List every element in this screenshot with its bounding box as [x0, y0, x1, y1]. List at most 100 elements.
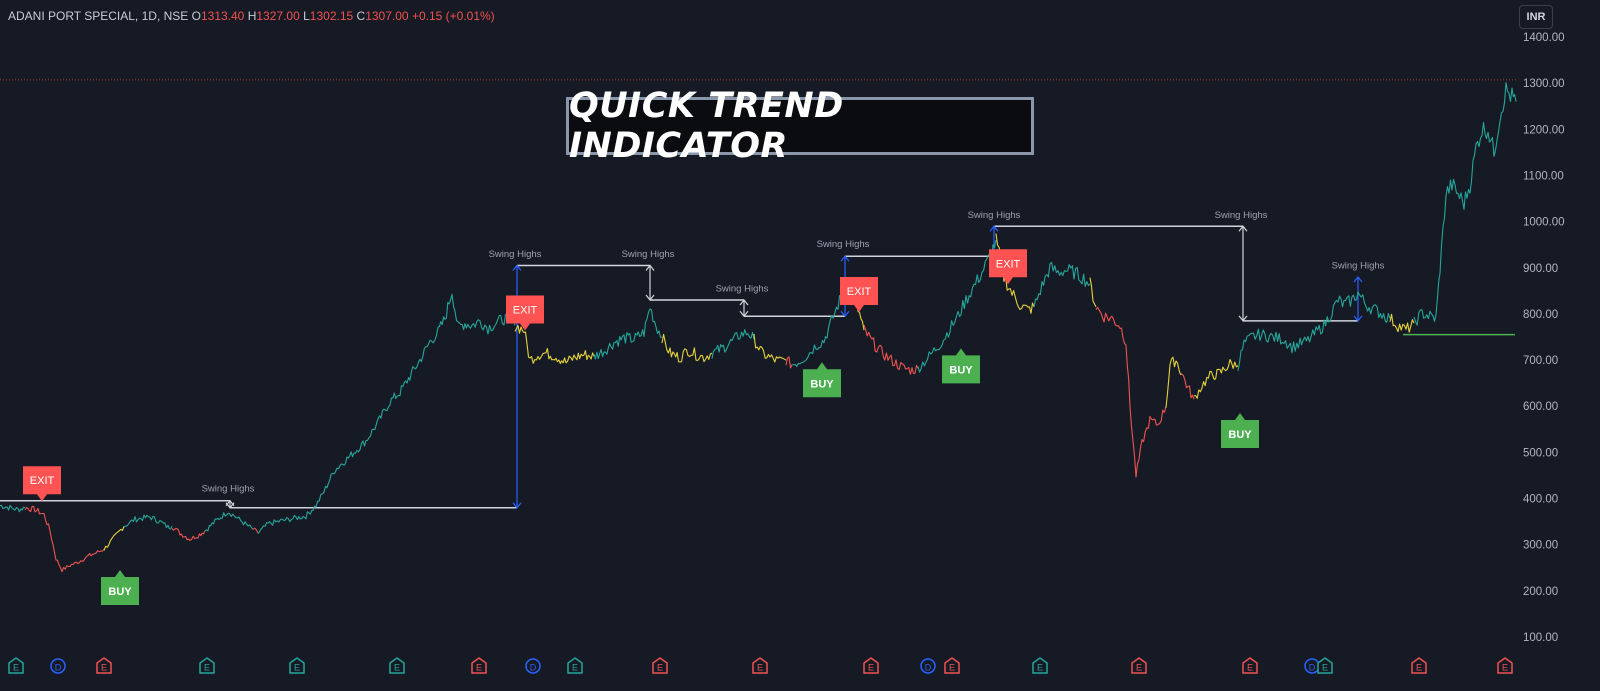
earnings-marker — [1131, 657, 1147, 674]
open-value: 1313.40 — [200, 9, 245, 23]
event-marker-label: D — [1309, 663, 1316, 673]
y-tick-label: 700.00 — [1523, 355, 1558, 367]
y-tick-label: 1000.00 — [1523, 217, 1565, 229]
price-series — [0, 82, 1517, 573]
earnings-marker — [96, 657, 112, 674]
connector-arrow — [840, 310, 850, 318]
buy-signal-label: BUY — [810, 378, 834, 390]
buy-signal — [942, 348, 980, 384]
price-series-segment — [0, 504, 26, 513]
event-marker-label: E — [1037, 663, 1043, 673]
earnings-marker — [8, 657, 24, 674]
symbol-name: ADANI PORT SPECIAL, 1D, NSE — [8, 9, 189, 23]
connector-arrow — [989, 225, 999, 232]
y-tick-label: 600.00 — [1523, 401, 1558, 413]
swing-levels — [0, 225, 1363, 509]
price-series-segment — [1413, 82, 1517, 326]
event-marker-label: E — [1322, 663, 1328, 673]
price-series-segment — [593, 308, 663, 360]
y-tick-label: 200.00 — [1523, 586, 1558, 598]
event-marker-label: E — [657, 663, 663, 673]
buy-signal — [803, 362, 841, 398]
exit-signal — [506, 295, 544, 331]
price-axis: 1400.00 1300.00 1200.00 1100.00 1000.00 900.0… — [1523, 32, 1565, 644]
event-marker-label: E — [13, 663, 19, 673]
price-series-segment — [863, 324, 919, 375]
currency-button[interactable]: INR — [1519, 5, 1553, 29]
swing-labels: Swing Highs Swing Highs Swing Highs Swing H… — [202, 210, 1385, 495]
price-series-segment — [123, 514, 173, 530]
y-tick-label: 300.00 — [1523, 540, 1558, 552]
exit-signal — [840, 276, 878, 312]
signal-markers: BUY BUY BUY BUY EXIT EXIT EXIT EXIT — [23, 249, 1259, 605]
connector-arrow — [739, 310, 749, 318]
event-marker-label: D — [530, 663, 537, 673]
dividend-marker — [525, 658, 541, 674]
price-series-segment — [1193, 358, 1239, 399]
close-value: 1307.00 — [365, 9, 409, 23]
price-series-segment — [1165, 356, 1183, 408]
price-series-segment — [1033, 261, 1091, 308]
y-tick-label: 900.00 — [1523, 263, 1558, 275]
connector-arrow — [1353, 276, 1363, 283]
connector-arrow — [1238, 225, 1248, 232]
price-series-segment — [204, 512, 254, 532]
earnings-marker — [1242, 657, 1258, 674]
swing-high-label: Swing Highs — [968, 210, 1021, 221]
exit-signal — [989, 249, 1027, 285]
swing-high-label: Swing Highs — [716, 284, 769, 295]
exit-signal — [23, 466, 61, 502]
price-series-segment — [103, 526, 125, 551]
earnings-marker — [289, 657, 305, 674]
y-tick-label: 400.00 — [1523, 494, 1558, 506]
event-marker-label: D — [925, 663, 932, 673]
swing-high-label: Swing Highs — [1215, 210, 1268, 221]
event-marker-label: E — [294, 663, 300, 673]
earnings-marker — [389, 657, 405, 674]
symbol-header[interactable]: ADANI PORT SPECIAL, 1D, NSE O1313.40 H13… — [8, 9, 495, 23]
low-value: 1302.15 — [309, 9, 354, 23]
earnings-marker — [1032, 657, 1048, 674]
connector-arrow — [512, 264, 522, 271]
price-series-segment — [917, 239, 997, 373]
connector-arrow — [645, 264, 655, 271]
swing-high-label: Swing Highs — [1332, 261, 1385, 272]
high-label: H — [247, 9, 257, 23]
exit-signal-label: EXIT — [30, 475, 55, 487]
earnings-marker — [652, 657, 668, 674]
event-marker-label: E — [949, 663, 955, 673]
event-marker-label: E — [1247, 663, 1253, 673]
buy-signal — [1221, 413, 1259, 449]
price-series-segment — [171, 527, 206, 542]
swing-high-label: Swing Highs — [817, 239, 870, 250]
price-series-segment — [785, 356, 793, 369]
y-tick-label: 1100.00 — [1523, 170, 1564, 182]
earnings-marker — [567, 657, 583, 674]
price-series-segment — [24, 505, 105, 573]
swing-high-label: Swing Highs — [489, 249, 542, 260]
event-marker-label: E — [868, 663, 874, 673]
event-marker-label: E — [394, 663, 400, 673]
earnings-marker — [471, 657, 487, 674]
connector-arrow — [1238, 315, 1248, 322]
close-label: C — [356, 9, 366, 23]
event-marker-label: E — [101, 663, 107, 673]
buy-signal-label: BUY — [108, 586, 132, 598]
change-value: +0.15 (+0.01%) — [411, 9, 495, 23]
price-series-segment — [1095, 306, 1167, 478]
exit-signal-label: EXIT — [513, 304, 538, 316]
price-series-segment — [753, 333, 787, 363]
earnings-marker — [944, 657, 960, 674]
price-series-segment — [257, 293, 516, 534]
swing-high-label: Swing Highs — [622, 249, 675, 260]
y-tick-label: 1400.00 — [1523, 32, 1565, 44]
buy-signal-label: BUY — [1228, 429, 1252, 441]
price-series-segment — [1389, 313, 1415, 333]
event-marker-label: E — [757, 663, 763, 673]
dividend-marker — [50, 658, 66, 674]
high-value: 1327.00 — [256, 9, 300, 23]
y-tick-label: 800.00 — [1523, 309, 1558, 321]
connector-arrow — [1353, 315, 1363, 322]
